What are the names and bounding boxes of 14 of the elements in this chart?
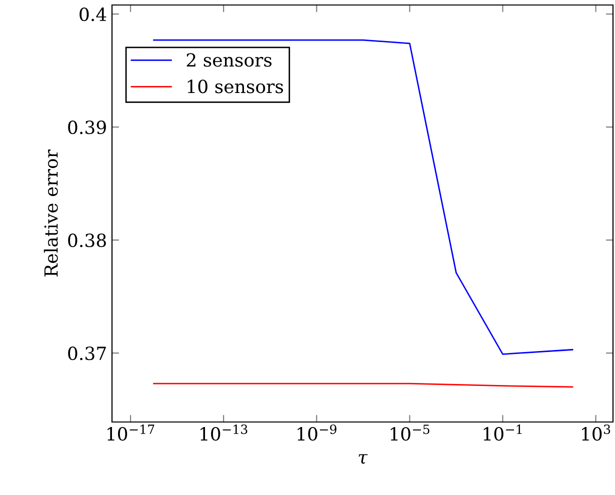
x-axis-title: τ bbox=[358, 454, 368, 464]
x-tick-label: 10$^{−13}$ bbox=[200, 424, 248, 441]
x-tick-label: 10$^{−17}$ bbox=[108, 424, 154, 441]
x-tick-label: 10$^{−5}$ bbox=[390, 424, 430, 441]
x-tick-label: 10$^{−1}$ bbox=[484, 424, 522, 441]
y-tick-label: 0.38 bbox=[68, 234, 106, 248]
x-tick-label: 10$^{3}$ bbox=[582, 424, 610, 441]
y-tick-label: 0.4 bbox=[80, 8, 106, 22]
y-axis-title: Relative error bbox=[44, 150, 58, 276]
y-tick-label: 0.37 bbox=[68, 346, 106, 360]
legend-label: 10 sensors bbox=[188, 80, 284, 94]
x-tick-label: 10$^{−9}$ bbox=[298, 424, 336, 441]
y-tick-label: 0.39 bbox=[68, 120, 106, 134]
legend-label: 2 sensors bbox=[186, 53, 272, 67]
